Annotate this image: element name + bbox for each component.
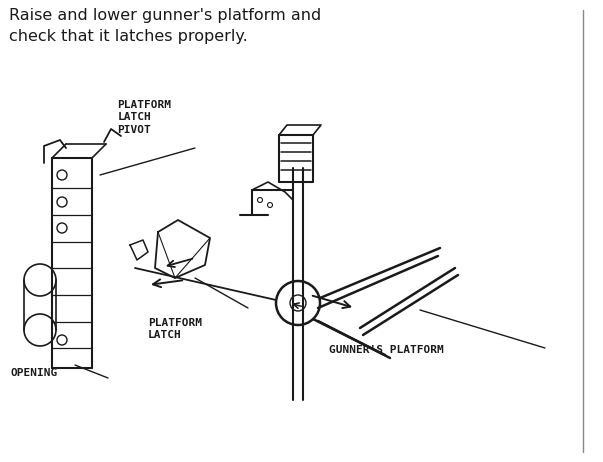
Text: GUNNER'S PLATFORM: GUNNER'S PLATFORM xyxy=(329,345,443,355)
Text: PLATFORM
LATCH: PLATFORM LATCH xyxy=(148,318,202,340)
Text: PLATFORM
LATCH
PIVOT: PLATFORM LATCH PIVOT xyxy=(118,100,172,135)
Text: Raise and lower gunner's platform and
check that it latches properly.: Raise and lower gunner's platform and ch… xyxy=(9,8,321,44)
Text: OPENING: OPENING xyxy=(11,368,58,378)
